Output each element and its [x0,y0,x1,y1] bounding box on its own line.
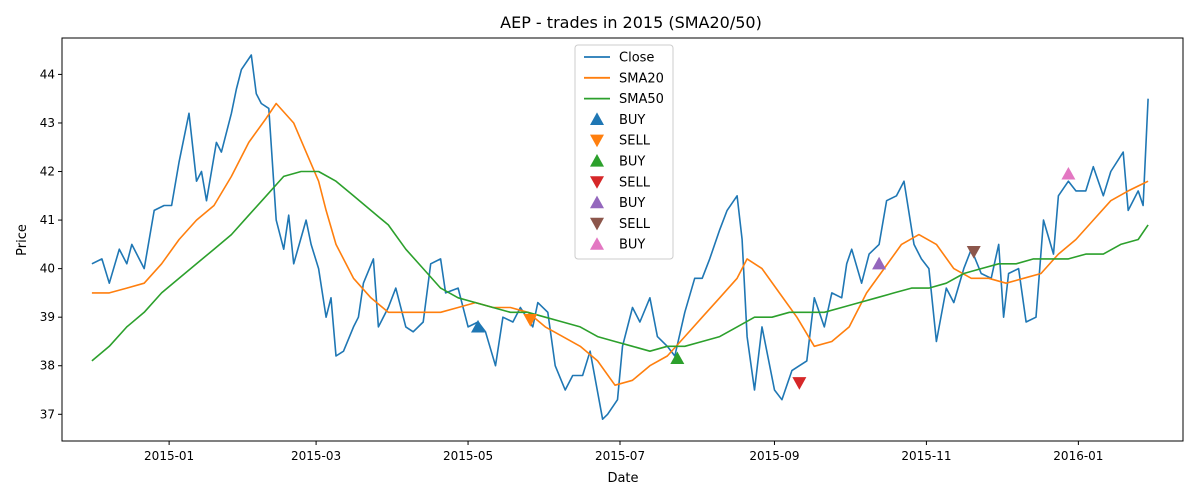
axes-frame [61,37,1184,442]
x-axis-title: Date [607,471,638,486]
legend-label: SELL [619,134,651,149]
y-tick-label: 41 [40,213,55,227]
legend-label: BUY [619,155,645,170]
legend-swatch-buy [590,195,604,209]
buy-marker-7 [1061,166,1076,180]
x-tick-label: 2015-01 [144,449,194,463]
buy-marker-5 [872,256,887,270]
legend-swatch-sell [590,134,604,148]
sell-marker-4 [792,377,807,390]
buy-marker-3 [670,351,685,365]
y-tick-label: 40 [40,262,55,276]
legend-label: BUY [619,196,645,211]
x-tick-label: 2015-03 [291,449,341,463]
y-axis-title: Price [15,224,30,256]
legend-label: SELL [619,217,651,232]
x-tick-label: 2015-05 [443,449,493,463]
sell-marker-6 [966,246,981,259]
legend-swatch-buy [590,237,604,250]
legend-swatch-sell [590,176,604,189]
legend-label: SMA50 [619,92,664,107]
x-tick-label: 2015-07 [595,449,645,463]
legend-label: BUY [619,113,645,128]
legend-label: Close [619,51,654,66]
x-tick-label: 2015-11 [901,449,951,463]
x-tick-label: 2015-09 [749,449,799,463]
axes: 2015-01 2015-03 2015-05 2015-07 2015-09 2015-… [40,67,1104,463]
plot-area [91,54,1149,421]
legend: Close SMA20 SMA50 BUY SELL BUY SELL BUY SELL BUY [574,44,674,260]
x-tick-label: 2016-01 [1053,449,1103,463]
y-tick-label: 37 [40,407,55,421]
sell-marker-2 [523,314,538,327]
legend-label: SELL [619,175,651,190]
series-line-sma50 [91,170,1149,362]
legend-swatch-buy [590,154,604,167]
buy-marker-1 [471,319,486,333]
legend-swatch-buy [590,112,604,125]
chart-title: AEP - trades in 2015 (SMA20/50) [500,13,762,32]
y-tick-label: 39 [40,310,55,324]
legend-label: BUY [619,238,645,253]
legend-swatch-sell [590,217,604,231]
y-tick-label: 42 [40,165,55,179]
y-tick-label: 38 [40,359,55,373]
y-tick-label: 44 [40,67,55,81]
y-tick-label: 43 [40,116,55,130]
legend-label: SMA20 [619,71,664,86]
